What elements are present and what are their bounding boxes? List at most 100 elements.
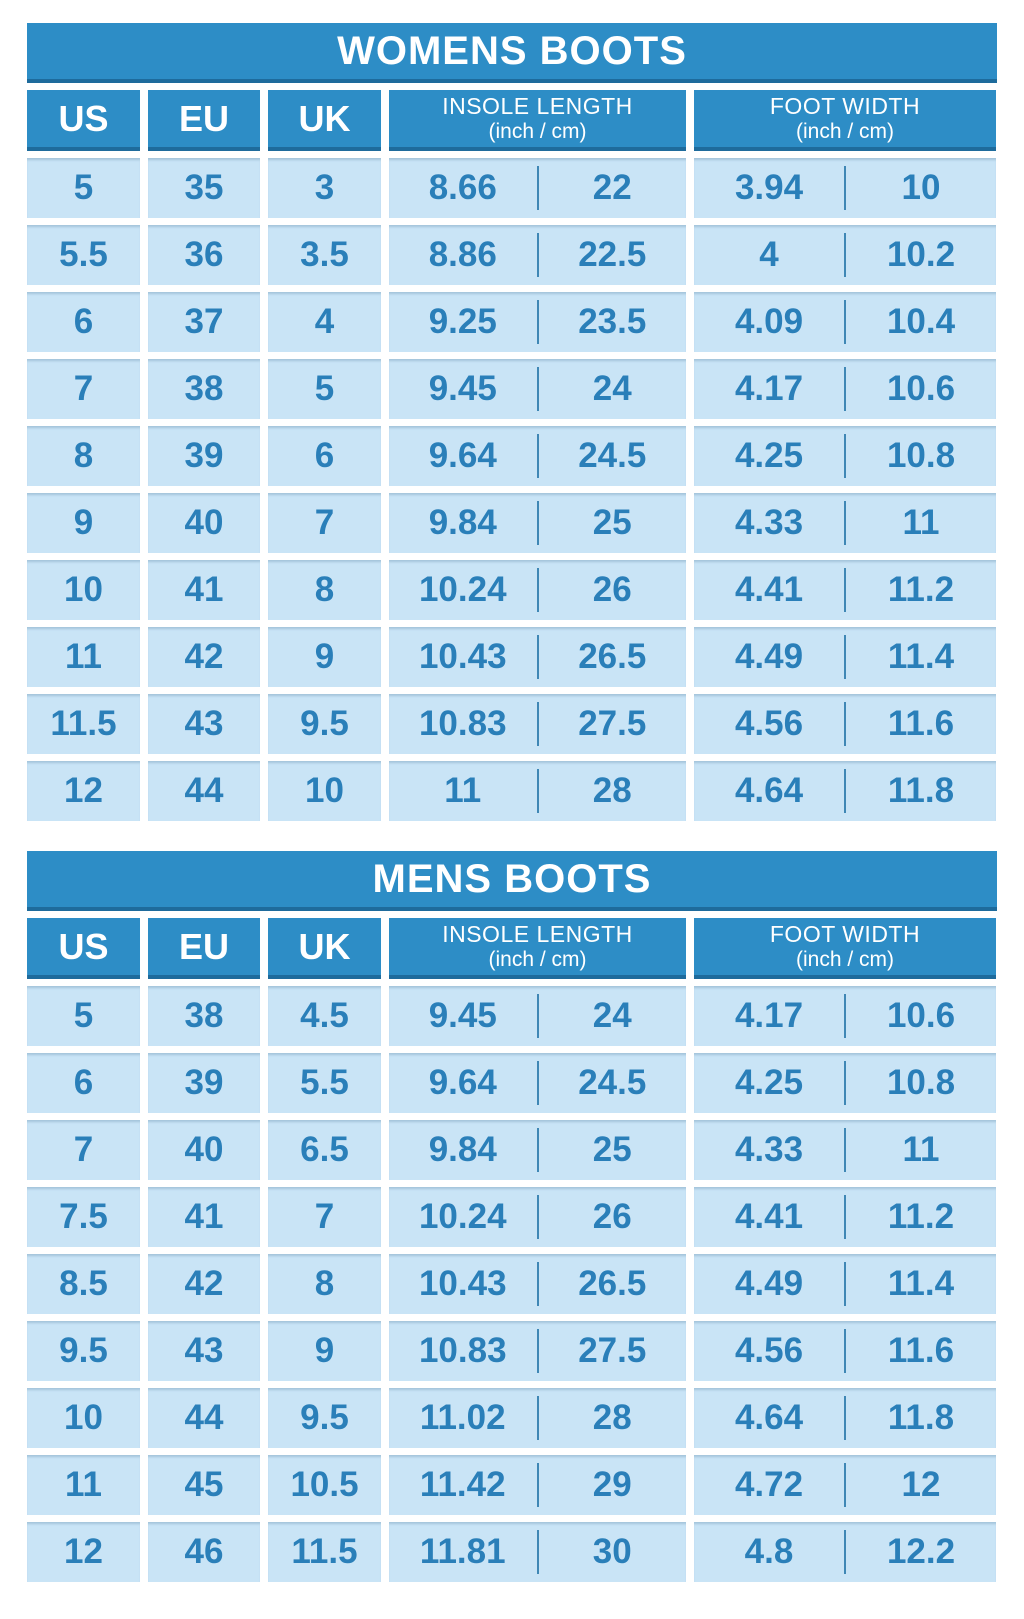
us-size-value: 11.5 (50, 704, 117, 743)
table-body: 5 38 4.5 9.45 24 4.17 (27, 986, 997, 1582)
insole-length-units-label: (inch / cm) (488, 119, 587, 143)
table-row: 12 46 11.5 11.81 30 4.8 (27, 1522, 997, 1582)
insole-length-cell: 10.83 27.5 (389, 1321, 686, 1381)
col-header-insole-length: INSOLE LENGTH (inch / cm) (389, 90, 686, 151)
us-size-value: 10 (64, 570, 103, 609)
uk-size-cell: 4 (268, 292, 381, 352)
inch-cm-divider (844, 434, 846, 478)
foot-width-inch-value: 4.64 (734, 1398, 804, 1437)
foot-width-inch-value: 4.17 (734, 996, 804, 1035)
foot-width-inch-value: 4.56 (734, 704, 804, 743)
foot-width-cm-value: 10.4 (886, 302, 956, 341)
eu-size-cell: 44 (148, 1388, 260, 1448)
uk-size-cell: 8 (268, 560, 381, 620)
inch-cm-divider (536, 702, 539, 746)
uk-size-value: 6.5 (300, 1130, 349, 1169)
uk-size-cell: 7 (268, 493, 381, 553)
inch-cm-divider (536, 300, 539, 344)
insole-length-inch-value: 9.25 (428, 302, 497, 341)
us-size-value: 7.5 (59, 1197, 108, 1236)
uk-size-cell: 3.5 (268, 225, 381, 285)
eu-size-value: 40 (184, 503, 224, 542)
eu-size-cell: 40 (148, 493, 260, 553)
us-size-value: 12 (64, 771, 103, 810)
inch-cm-divider (844, 1329, 846, 1373)
foot-width-inch-value: 4.33 (734, 503, 804, 542)
uk-size-value: 5.5 (300, 1063, 349, 1102)
insole-length-cell: 11 28 (389, 761, 686, 821)
insole-length-cm-value: 24 (592, 996, 632, 1035)
uk-size-value: 6 (314, 436, 335, 475)
insole-length-cell: 8.86 22.5 (389, 225, 686, 285)
us-size-value: 10 (64, 1398, 103, 1437)
us-size-value: 7 (73, 369, 94, 408)
foot-width-cell: 4.33 11 (694, 1120, 996, 1180)
foot-width-inch-value: 4.72 (734, 1465, 804, 1504)
foot-width-inch-value: 4.25 (734, 1063, 804, 1102)
inch-cm-divider (844, 568, 846, 612)
foot-width-inch-value: 4.33 (734, 1130, 804, 1169)
table-row: 8 39 6 9.64 24.5 4.25 (27, 426, 997, 486)
insole-length-cell: 11.42 29 (389, 1455, 686, 1515)
foot-width-cm-value: 12 (901, 1465, 941, 1504)
inch-cm-divider (536, 367, 539, 411)
insole-length-cm-value: 24 (592, 369, 632, 408)
inch-cm-divider (844, 367, 846, 411)
inch-cm-divider (536, 1128, 539, 1172)
eu-size-cell: 38 (148, 986, 260, 1046)
table-title: MENS BOOTS (372, 856, 652, 901)
us-size-cell: 7.5 (27, 1187, 140, 1247)
insole-length-inch-value: 11.02 (419, 1398, 506, 1437)
us-size-cell: 6 (27, 292, 140, 352)
uk-size-value: 3 (314, 168, 335, 207)
uk-size-value: 8 (314, 570, 335, 609)
insole-length-inch-value: 9.84 (428, 1130, 497, 1169)
table-row: 5.5 36 3.5 8.86 22.5 4 (27, 225, 997, 285)
inch-cm-divider (536, 233, 539, 277)
us-size-value: 7 (73, 1130, 94, 1169)
table-row: 5 38 4.5 9.45 24 4.17 (27, 986, 997, 1046)
inch-cm-divider (536, 166, 539, 210)
table-row: 10 41 8 10.24 26 4.41 (27, 560, 997, 620)
foot-width-cm-value: 11.6 (887, 704, 955, 743)
foot-width-inch-value: 4.09 (734, 302, 804, 341)
us-header-label: US (58, 925, 109, 967)
inch-cm-divider (844, 769, 846, 813)
foot-width-cm-value: 11.2 (887, 1197, 955, 1236)
eu-size-cell: 39 (148, 1053, 260, 1113)
inch-cm-divider (536, 434, 539, 478)
uk-size-cell: 3 (268, 158, 381, 218)
inch-cm-divider (844, 1128, 846, 1172)
insole-length-inch-value: 10.43 (418, 637, 507, 676)
table-row: 9.5 43 9 10.83 27.5 4.56 (27, 1321, 997, 1381)
inch-cm-divider (536, 635, 539, 679)
foot-width-cm-value: 11 (902, 503, 940, 542)
foot-width-units-label: (inch / cm) (795, 119, 894, 143)
foot-width-inch-value: 4 (759, 235, 779, 274)
table-row: 7.5 41 7 10.24 26 4.41 (27, 1187, 997, 1247)
uk-header-label: UK (298, 925, 351, 967)
insole-length-cell: 8.66 22 (389, 158, 686, 218)
uk-size-value: 4.5 (300, 996, 349, 1035)
eu-size-cell: 43 (148, 1321, 260, 1381)
inch-cm-divider (536, 994, 539, 1038)
eu-header-label: EU (178, 925, 229, 967)
foot-width-cm-value: 11.4 (887, 637, 955, 676)
inch-cm-divider (536, 501, 539, 545)
us-size-value: 5 (73, 168, 94, 207)
us-size-value: 9 (73, 503, 94, 542)
eu-size-value: 36 (184, 235, 224, 274)
foot-width-cell: 4.41 11.2 (694, 1187, 996, 1247)
eu-size-value: 42 (184, 637, 224, 676)
uk-header-label: UK (298, 97, 351, 139)
uk-size-value: 7 (314, 503, 335, 542)
insole-length-cell: 9.84 25 (389, 493, 686, 553)
inch-cm-divider (844, 233, 846, 277)
foot-width-inch-value: 4.49 (734, 637, 804, 676)
inch-cm-divider (536, 568, 539, 612)
insole-length-inch-value: 11.81 (419, 1532, 506, 1571)
eu-size-cell: 39 (148, 426, 260, 486)
uk-size-cell: 9 (268, 627, 381, 687)
uk-size-cell: 8 (268, 1254, 381, 1314)
inch-cm-divider (536, 1463, 539, 1507)
